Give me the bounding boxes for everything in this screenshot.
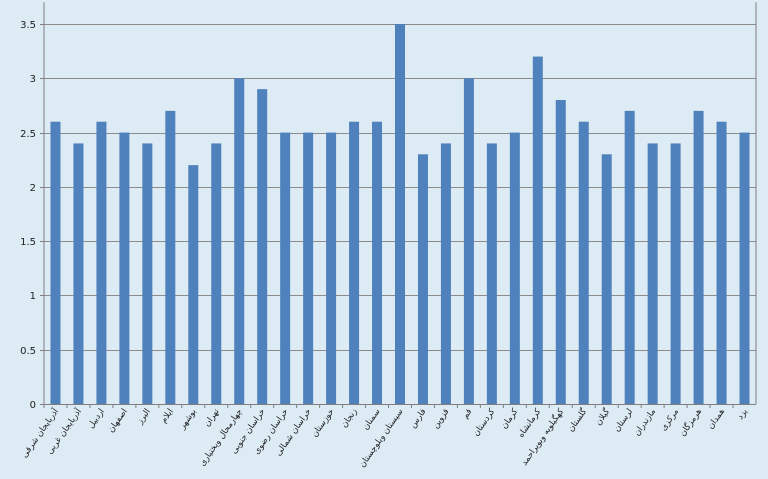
bar: [624, 110, 635, 405]
x-category-label: قزوین: [431, 407, 452, 431]
x-category-label: قم: [461, 407, 475, 421]
bar: [303, 132, 314, 404]
x-category-label: اردبیل: [86, 407, 107, 430]
y-tick-labels: 0 0.5 1 1.5 2 2.5 3 3.5: [20, 20, 36, 411]
bar: [234, 78, 245, 404]
bar: [440, 143, 451, 404]
bar: [188, 165, 199, 404]
bar: [647, 143, 658, 404]
x-category-label: هرمزگان: [677, 406, 704, 438]
bar: [463, 78, 474, 404]
x-category-label: سیستان وبلوچستان: [358, 407, 406, 469]
axes: [40, 2, 757, 408]
bar: [50, 121, 61, 404]
y-tick-label: 0: [30, 400, 36, 411]
x-category-label: بوشهر: [177, 407, 199, 432]
x-category-label: گیلان: [593, 406, 613, 428]
bar: [165, 110, 176, 405]
bar: [257, 89, 268, 405]
y-tick-label: 3: [30, 74, 36, 85]
bar: [142, 143, 153, 404]
bar: [211, 143, 222, 404]
bar: [372, 121, 383, 404]
bars: [50, 24, 750, 405]
bar: [119, 132, 130, 404]
x-category-label: ایلام: [159, 407, 176, 425]
x-category-label: لرستان: [612, 407, 635, 434]
bar: [739, 132, 750, 404]
bar: [716, 121, 727, 404]
bar: [555, 100, 566, 404]
x-category-label: کردستان: [471, 406, 498, 438]
x-category-label: تهران: [202, 406, 222, 428]
x-category-label: مرکزی: [659, 407, 681, 433]
bar: [349, 121, 360, 404]
x-category-label: زنجان: [339, 407, 359, 430]
x-category-label: سمنان: [361, 407, 383, 432]
y-tick-label: 2: [30, 183, 36, 194]
bar: [96, 121, 107, 404]
y-tick-label: 0.5: [20, 346, 36, 357]
y-tick-label: 2.5: [20, 129, 36, 140]
bar: [73, 143, 84, 404]
bar: [532, 56, 543, 404]
y-tick-label: 1.5: [20, 237, 36, 248]
bar: [417, 154, 428, 404]
x-category-label: مازندران: [632, 407, 658, 438]
x-category-label: گلستان: [565, 406, 589, 434]
bar: [693, 110, 704, 405]
bar: [326, 132, 337, 404]
bar: [601, 154, 612, 404]
x-category-label: کرمان: [499, 406, 520, 431]
y-tick-label: 1: [30, 291, 36, 302]
bar: [395, 24, 405, 404]
x-category-label: البرز: [135, 407, 153, 427]
x-category-label: خوزستان: [310, 407, 337, 439]
bar: [578, 121, 589, 404]
bar: [280, 132, 291, 404]
x-category-label: اصفهان: [106, 407, 129, 435]
bar: [486, 143, 497, 404]
x-category-label: فارس: [408, 407, 428, 430]
x-category-label: یزد: [736, 406, 751, 421]
bar: [670, 143, 681, 404]
bar: [509, 132, 520, 404]
x-category-label: همدان: [706, 407, 727, 431]
y-tick-label: 3.5: [20, 20, 36, 31]
